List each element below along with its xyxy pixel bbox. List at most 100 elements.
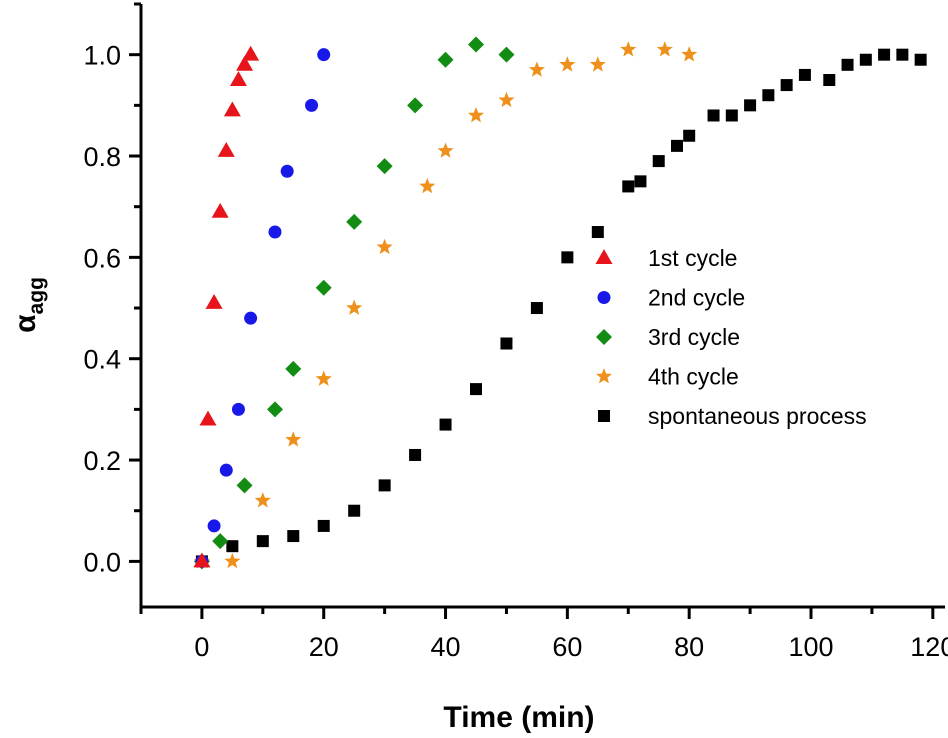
data-point-circle [268, 225, 282, 239]
data-point-square [725, 109, 738, 122]
x-axis-ticks: 0 20 40 60 80 100 120 [139, 607, 948, 662]
data-point-star [437, 142, 454, 158]
data-point-diamond [285, 360, 302, 377]
data-point-star [315, 370, 332, 386]
data-point-diamond [212, 533, 229, 550]
data-point-triangle [223, 101, 241, 117]
legend-marker-circle [597, 291, 611, 304]
data-point-square [287, 530, 300, 543]
x-tick-label: 120 [910, 632, 948, 662]
legend-marker-star [595, 368, 613, 384]
data-point-circle [219, 463, 233, 477]
y-axis-title-subscript: agg [25, 277, 48, 314]
data-point-square [798, 68, 811, 81]
data-point-square [841, 58, 854, 71]
data-point-star [285, 431, 302, 447]
data-point-square [226, 540, 239, 553]
data-point-square [859, 53, 872, 66]
data-point-circle [305, 98, 319, 112]
y-tick-label: 1.0 [83, 41, 121, 71]
data-point-diamond [376, 158, 393, 175]
x-tick-label: 20 [309, 632, 339, 662]
y-axis-title-main: α [9, 314, 42, 333]
data-point-square [409, 448, 422, 461]
data-point-star [681, 46, 698, 62]
data-point-square [378, 479, 391, 492]
y-tick-label: 0.4 [83, 345, 121, 375]
legend-label: spontaneous process [648, 403, 867, 429]
data-point-triangle [193, 552, 211, 568]
y-tick-label: 0.0 [83, 547, 121, 577]
data-point-diamond [236, 477, 253, 494]
y-tick-label: 0.8 [83, 142, 121, 172]
data-point-circle [280, 164, 294, 178]
y-tick-label: 0.6 [83, 243, 121, 273]
data-point-square [683, 129, 696, 142]
data-point-square [500, 337, 513, 350]
y-tick-label: 0.2 [83, 446, 121, 476]
x-tick-label: 60 [552, 632, 582, 662]
data-point-diamond [346, 213, 363, 230]
x-axis-title: Time (min) [443, 701, 594, 734]
data-point-circle [244, 311, 258, 325]
data-point-star [528, 61, 545, 77]
data-point-diamond [498, 46, 515, 63]
data-point-square [591, 226, 604, 239]
legend-label: 3rd cycle [648, 324, 740, 350]
data-point-square [823, 74, 836, 87]
data-point-square [634, 175, 647, 188]
series-square [195, 48, 927, 568]
data-point-square [762, 89, 775, 102]
data-point-star [224, 552, 241, 569]
legend-marker-triangle [595, 249, 613, 264]
data-point-star [254, 492, 271, 508]
data-point-square [878, 48, 891, 61]
legend-label: 4th cycle [648, 364, 739, 390]
x-tick-label: 0 [194, 632, 209, 662]
axes [139, 4, 945, 609]
data-point-star [419, 177, 436, 194]
data-point-square [744, 99, 757, 112]
data-point-square [530, 302, 543, 315]
series-star [193, 41, 698, 569]
data-point-star [559, 56, 576, 72]
data-point-square [707, 109, 720, 122]
data-point-square [470, 383, 482, 396]
data-point-square [914, 53, 927, 66]
data-point-star [620, 41, 637, 57]
data-point-circle [231, 402, 245, 416]
axis-frame [139, 4, 945, 609]
legend: 1st cycle 2nd cycle 3rd cycle 4th cycle spon… [595, 245, 867, 429]
series-layer [193, 36, 927, 570]
data-point-square [780, 79, 793, 92]
data-point-star [376, 238, 393, 255]
data-point-triangle [211, 202, 229, 218]
data-point-circle [317, 48, 331, 62]
data-point-square [896, 48, 909, 61]
x-tick-label: 40 [431, 632, 461, 662]
data-point-triangle [229, 71, 247, 86]
data-point-star [656, 41, 673, 57]
y-axis-title: αagg [9, 277, 48, 333]
data-point-triangle [236, 55, 254, 71]
data-point-star [498, 91, 515, 108]
data-point-square [256, 535, 269, 548]
data-point-diamond [267, 401, 283, 418]
data-point-diamond [437, 51, 454, 68]
data-point-square [439, 418, 452, 431]
data-point-diamond [468, 36, 484, 53]
y-axis-ticks: 0.0 0.2 0.4 0.6 0.8 1.0 [83, 2, 141, 577]
data-point-star [467, 106, 485, 123]
legend-marker-square [598, 410, 610, 422]
data-point-square [317, 519, 330, 532]
data-point-triangle [205, 294, 223, 309]
series-triangle [193, 45, 260, 568]
data-point-square [348, 504, 361, 517]
data-point-star [589, 56, 606, 72]
data-point-triangle [242, 45, 260, 61]
x-tick-label: 80 [674, 632, 704, 662]
legend-label: 1st cycle [648, 245, 737, 271]
data-point-square [671, 139, 683, 152]
legend-label: 2nd cycle [648, 285, 745, 311]
